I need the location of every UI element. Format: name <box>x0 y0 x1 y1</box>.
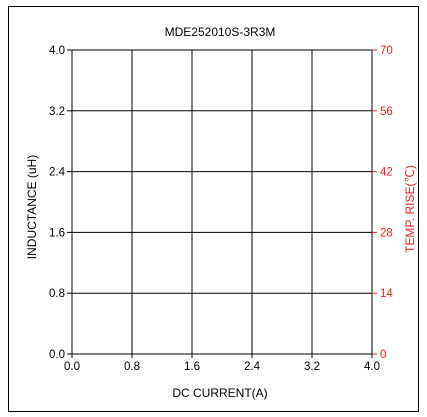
left-tick-label: 2.4 <box>49 167 66 179</box>
x-tick-label: 0.8 <box>124 361 140 373</box>
plot-frame <box>71 49 373 355</box>
x-tick-label: 4.0 <box>364 361 380 373</box>
y-axis-label: INDUCTANCE (uH) <box>25 155 39 259</box>
y2-axis-label: TEMP. RISE(℃) <box>403 165 417 253</box>
left-axis-ticks: 0.0 0.8 1.6 2.4 3.2 4.0 <box>49 45 72 361</box>
x-tick-label: 1.6 <box>184 361 200 373</box>
left-tick-label: 0.0 <box>49 349 65 361</box>
right-tick-label: 70 <box>380 45 393 57</box>
right-tick-label: 56 <box>380 106 393 118</box>
x-axis-label: DC CURRENT(A) <box>172 386 267 400</box>
chart-title: MDE252010S-3R3M <box>165 25 276 39</box>
outer-frame <box>8 6 419 412</box>
x-tick-label: 0.0 <box>64 361 80 373</box>
right-tick-label: 42 <box>380 167 393 179</box>
x-axis-ticks: 0.0 0.8 1.6 2.4 3.2 4.0 <box>64 354 380 373</box>
left-tick-label: 4.0 <box>49 45 65 57</box>
right-tick-label: 14 <box>380 288 393 300</box>
left-tick-label: 0.8 <box>49 288 65 300</box>
grid <box>71 49 373 355</box>
x-tick-label: 2.4 <box>244 361 261 373</box>
right-tick-label: 28 <box>380 227 393 239</box>
left-tick-label: 1.6 <box>49 227 65 239</box>
left-tick-label: 3.2 <box>49 106 65 118</box>
right-axis-ticks: 0 14 28 42 56 70 <box>372 45 393 361</box>
x-tick-label: 3.2 <box>304 361 320 373</box>
right-tick-label: 0 <box>380 349 386 361</box>
